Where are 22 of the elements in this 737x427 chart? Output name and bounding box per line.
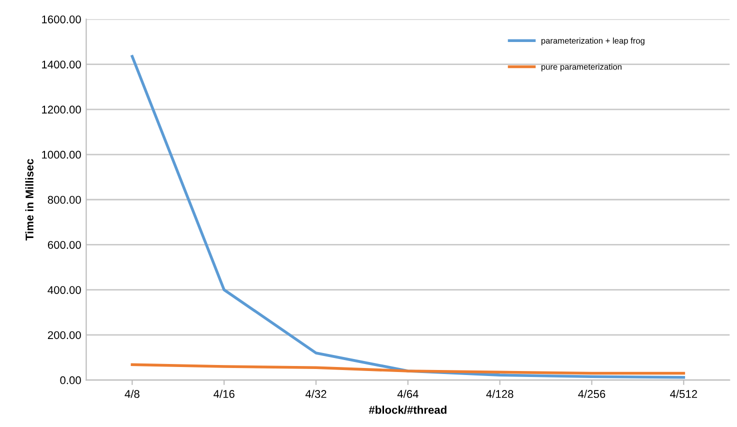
y-tick-label: 400.00 [48, 286, 81, 294]
x-tick-label: 4/16 [214, 390, 234, 398]
line-series [130, 55, 686, 379]
line-series [130, 363, 686, 375]
y-tick-label: 1200.00 [42, 106, 81, 114]
x-tick-label: 4/256 [578, 390, 606, 398]
y-tick-label: 200.00 [48, 331, 81, 340]
y-tick-label: 0.00 [60, 376, 81, 384]
x-axis-title: #block/#thread [368, 406, 446, 414]
y-tick-label: 1400.00 [42, 60, 81, 68]
x-tick-label: 4/64 [397, 390, 418, 398]
y-axis-title: Time in Millisec [25, 158, 34, 240]
y-tick-label: 800.00 [48, 196, 81, 204]
legend-label: parameterization + leap frog [541, 38, 644, 46]
x-tick-label: 4/8 [124, 390, 140, 398]
x-tick-label: 4/512 [670, 390, 698, 398]
legend-label: pure parameterization [541, 64, 622, 72]
y-tick-label: 1600.00 [42, 15, 81, 24]
x-tick-label: 4/32 [305, 390, 326, 398]
x-tick-label: 4/128 [486, 390, 514, 398]
y-tick-label: 1000.00 [42, 150, 81, 159]
y-tick-label: 600.00 [48, 240, 81, 249]
